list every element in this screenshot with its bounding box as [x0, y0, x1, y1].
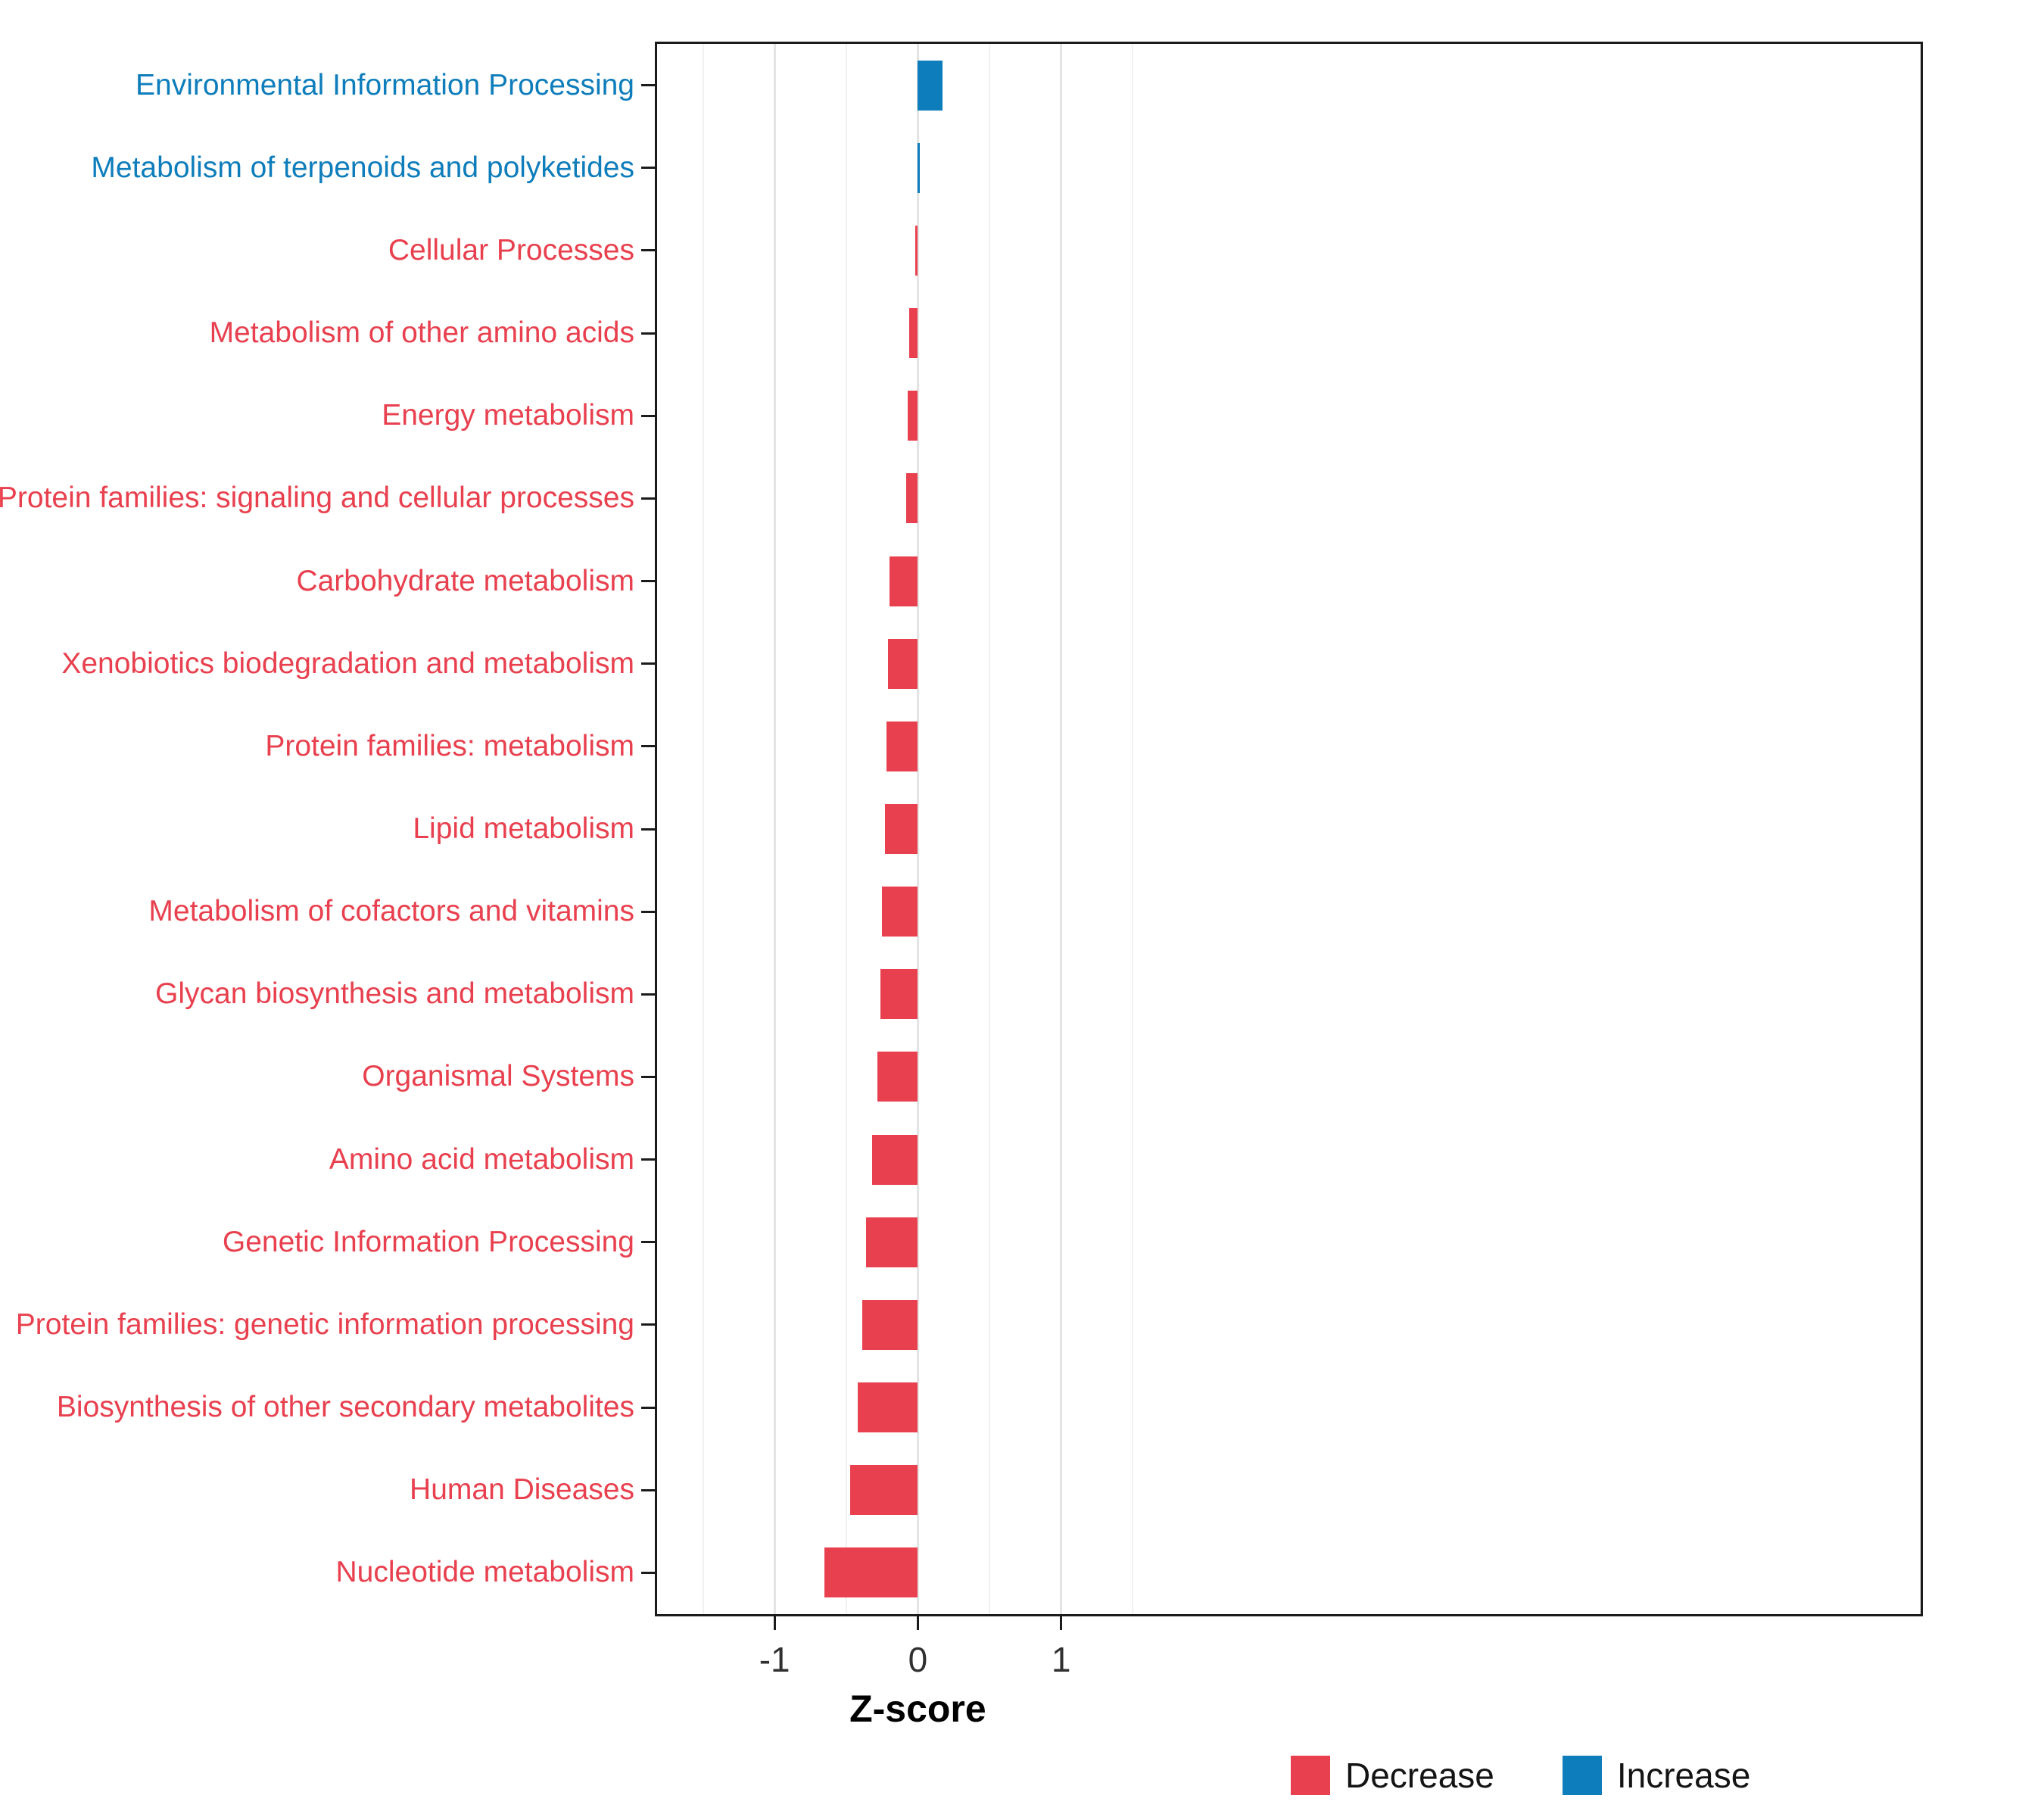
x-tick-label: 0 — [908, 1640, 928, 1679]
legend-item-decrease: Decrease — [1291, 1755, 1494, 1796]
bar — [886, 721, 918, 771]
minor-gridline — [1132, 44, 1134, 1614]
y-tick-mark — [641, 332, 655, 335]
bar — [877, 1052, 918, 1102]
y-tick-mark — [641, 1406, 655, 1409]
x-tick-mark — [1060, 1616, 1063, 1630]
major-gridline — [773, 44, 776, 1614]
bar — [866, 1217, 918, 1267]
y-tick-mark — [641, 84, 655, 87]
bar — [887, 638, 918, 689]
category-label: Protein families: signaling and cellular… — [0, 482, 634, 515]
y-tick-mark — [641, 497, 655, 500]
y-tick-mark — [641, 249, 655, 252]
category-label: Protein families: genetic information pr… — [15, 1307, 634, 1341]
bar — [871, 1134, 918, 1185]
bar — [915, 225, 918, 276]
y-tick-mark — [641, 1488, 655, 1491]
x-tick-label: 1 — [1051, 1640, 1071, 1679]
y-tick-mark — [641, 827, 655, 831]
y-tick-mark — [641, 1571, 655, 1574]
category-label: Glycan biosynthesis and metabolism — [155, 977, 634, 1011]
minor-gridline — [702, 44, 704, 1614]
category-label: Lipid metabolism — [413, 812, 634, 845]
minor-gridline — [989, 44, 990, 1614]
category-label: Carbohydrate metabolism — [296, 564, 634, 597]
bar — [906, 473, 918, 524]
bar — [909, 308, 918, 359]
y-tick-mark — [641, 1075, 655, 1078]
category-label: Environmental Information Processing — [136, 68, 634, 101]
legend: Decrease Increase — [1291, 1755, 1750, 1796]
bar — [882, 887, 918, 937]
bar — [880, 969, 918, 1020]
category-label: Nucleotide metabolism — [335, 1556, 634, 1589]
minor-gridline — [845, 44, 847, 1614]
bar — [918, 142, 921, 193]
y-tick-mark — [641, 993, 655, 996]
bar — [889, 556, 918, 606]
y-tick-mark — [641, 1158, 655, 1161]
y-tick-mark — [641, 745, 655, 748]
category-label: Protein families: metabolism — [265, 729, 634, 762]
bar — [857, 1382, 918, 1433]
major-gridline — [1060, 44, 1063, 1614]
legend-label-decrease: Decrease — [1345, 1756, 1494, 1795]
y-tick-mark — [641, 1241, 655, 1244]
y-tick-mark — [641, 910, 655, 913]
y-tick-mark — [641, 1323, 655, 1326]
bar — [908, 391, 918, 441]
bar — [918, 60, 943, 111]
x-tick-mark — [773, 1616, 776, 1630]
legend-item-increase: Increase — [1562, 1755, 1751, 1796]
plot-panel — [655, 42, 1923, 1616]
legend-label-increase: Increase — [1616, 1756, 1751, 1795]
y-tick-mark — [641, 662, 655, 665]
x-tick-label: -1 — [759, 1640, 790, 1679]
category-label: Biosynthesis of other secondary metaboli… — [56, 1391, 634, 1424]
category-label: Metabolism of other amino acids — [209, 316, 634, 350]
y-tick-mark — [641, 580, 655, 583]
y-tick-mark — [641, 167, 655, 170]
decrease-swatch — [1291, 1756, 1330, 1795]
category-label: Xenobiotics biodegradation and metabolis… — [61, 647, 634, 680]
category-label: Human Diseases — [410, 1473, 634, 1507]
category-label: Metabolism of terpenoids and polyketides — [91, 151, 634, 184]
bar — [862, 1299, 918, 1350]
bar — [824, 1547, 918, 1598]
category-label: Amino acid metabolism — [329, 1142, 634, 1176]
bar — [884, 804, 918, 854]
category-label: Organismal Systems — [362, 1060, 634, 1093]
x-axis-title: Z-score — [849, 1688, 986, 1730]
x-tick-mark — [916, 1616, 919, 1630]
y-tick-mark — [641, 414, 655, 417]
bar — [850, 1465, 918, 1516]
category-label: Energy metabolism — [382, 399, 634, 432]
category-label: Cellular Processes — [388, 233, 634, 266]
category-label: Metabolism of cofactors and vitamins — [148, 895, 634, 928]
major-gridline — [916, 44, 919, 1614]
increase-swatch — [1562, 1756, 1602, 1795]
category-label: Genetic Information Processing — [222, 1225, 634, 1258]
